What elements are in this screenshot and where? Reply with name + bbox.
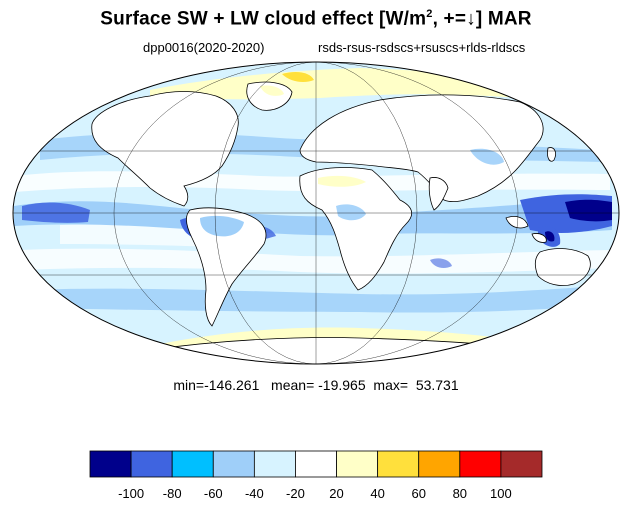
title-superscript: 2 [426, 8, 433, 20]
subtitle-right: rsds-rsus-rsdscs+rsuscs+rlds-rldscs [318, 40, 526, 55]
india-land [428, 177, 449, 211]
colorbar-swatch-0 [89, 450, 132, 478]
colorbar-swatch-1 [130, 450, 173, 478]
colorbar-swatch-2 [171, 450, 214, 478]
africa-land [299, 167, 413, 291]
field-gold-arctic [282, 72, 314, 82]
title-tail: , +=↓] MAR [432, 8, 532, 30]
field-blue-south-storm [30, 286, 600, 313]
colorbar-label: 100 [490, 486, 512, 501]
north-america-land [91, 91, 239, 207]
stat-mean: -19.965 [318, 377, 366, 393]
colorbar-label: -80 [162, 486, 182, 501]
field-land-sahara-yellow [318, 175, 366, 187]
colorbar-swatch-7 [377, 450, 420, 478]
field-blue-itcz [14, 196, 612, 236]
colorbar-swatch-4 [253, 450, 296, 478]
colorbar-swatch-8 [418, 450, 461, 478]
globe-outline [12, 61, 620, 365]
subtitle-left: dpp0016(2020-2020) [143, 40, 265, 55]
europe-asia-land [299, 94, 544, 203]
field-land-congo [336, 204, 366, 221]
field-strong-indian [430, 258, 452, 268]
colorbar-swatch-10 [500, 450, 543, 478]
stat-min: -146.261 [204, 377, 260, 393]
field-deep-maritime-spot [545, 231, 555, 242]
world-map [12, 61, 620, 365]
colorbar-label: 80 [452, 486, 468, 501]
south-america-land [186, 207, 267, 327]
field-land-amazon [200, 215, 244, 237]
field-strong-east-pacific [22, 202, 90, 223]
colorbar-label: 20 [329, 486, 344, 501]
field-land-greenland-yellow [260, 85, 284, 96]
colorbar-label: -40 [244, 486, 264, 501]
colorbar-label: -60 [203, 486, 223, 501]
field-land-asia-blue [470, 148, 504, 165]
plot-title: Surface SW + LW cloud effect [W/m2, +=↓]… [0, 8, 632, 30]
title-text: Surface SW + LW cloud effect [W/m [100, 8, 427, 30]
colorbar-swatch-6 [336, 450, 379, 478]
colorbar-swatch-9 [459, 450, 502, 478]
statistics-line: min=-146.261 mean= -19.965 max= 53.731 [173, 377, 459, 393]
graticule [13, 62, 619, 364]
colorbar-label: 40 [370, 486, 385, 501]
australia-land [534, 248, 591, 286]
colorbar-label: -20 [286, 486, 305, 501]
field-deep-west-pacific [565, 199, 612, 222]
colorbar-label: -100 [118, 486, 145, 501]
maritime-continent-land [505, 216, 547, 243]
field-yellow-arctic [150, 68, 520, 100]
colorbar-label: 60 [411, 486, 426, 501]
stat-max: 53.731 [415, 377, 459, 393]
colorbar-swatch-5 [295, 450, 337, 478]
colorbar-swatch-3 [212, 450, 255, 478]
